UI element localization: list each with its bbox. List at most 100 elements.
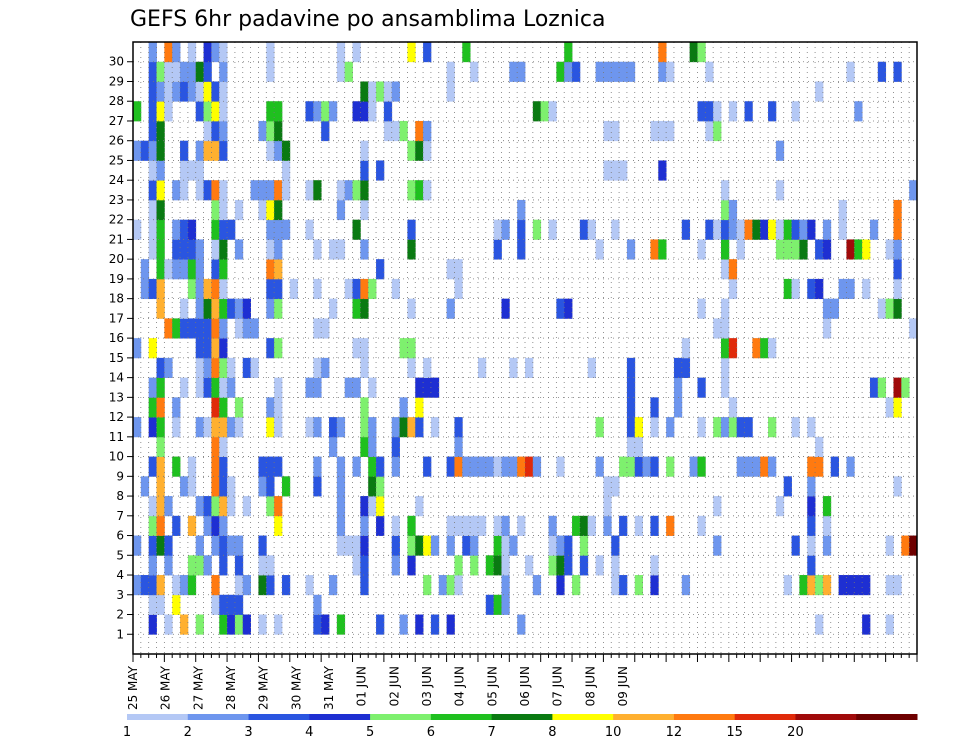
heatmap-cell	[211, 318, 220, 339]
heatmap-cell	[721, 180, 730, 201]
heatmap-cell	[893, 259, 902, 280]
heatmap-cell	[572, 575, 581, 596]
heatmap-cell	[775, 496, 785, 517]
heatmap-cell	[274, 417, 283, 438]
heatmap-cell	[791, 278, 800, 300]
heatmap-cell	[493, 555, 502, 576]
heatmap-cell	[728, 101, 738, 122]
heatmap-cell	[313, 417, 322, 438]
heatmap-cell	[360, 298, 369, 319]
heatmap-cell	[203, 140, 212, 161]
heatmap-cell	[360, 555, 369, 576]
heatmap-cell	[219, 496, 228, 517]
heatmap-cell	[156, 180, 165, 201]
heatmap-cell	[266, 496, 275, 517]
heatmap-cell	[187, 456, 197, 477]
heatmap-cell	[180, 614, 189, 635]
heatmap-cell	[360, 199, 369, 221]
heatmap-cell	[203, 338, 212, 359]
heatmap-cell	[689, 456, 698, 477]
heatmap-cell	[893, 476, 902, 497]
heatmap-cell	[211, 42, 220, 63]
heatmap-cell	[148, 101, 157, 122]
heatmap-cell	[211, 278, 220, 300]
heatmap-cell	[611, 555, 620, 576]
heatmap-cell	[603, 476, 612, 497]
heatmap-cell	[187, 476, 197, 497]
heatmap-cell	[493, 515, 502, 536]
colorbar-label: 6	[427, 725, 435, 740]
heatmap-cell	[133, 535, 142, 556]
heatmap-cell	[140, 575, 150, 596]
heatmap-cell	[658, 239, 667, 260]
heatmap-cell	[156, 278, 165, 300]
heatmap-cell	[681, 338, 691, 359]
heatmap-cell	[893, 199, 902, 221]
heatmap-cell	[493, 535, 502, 556]
heatmap-cell	[156, 81, 165, 102]
heatmap-cell	[219, 140, 228, 161]
heatmap-cell	[838, 575, 847, 596]
heatmap-cell	[313, 239, 322, 260]
heatmap-cell	[266, 140, 275, 161]
heatmap-cell	[368, 436, 377, 457]
heatmap-cell	[172, 417, 181, 438]
heatmap-cell	[768, 456, 777, 477]
heatmap-cell	[846, 278, 855, 300]
heatmap-cell	[148, 575, 157, 596]
y-tick-label: 4	[116, 568, 124, 582]
colorbar-swatch	[309, 714, 371, 720]
heatmap-cell	[768, 219, 777, 240]
heatmap-cell	[148, 496, 157, 517]
heatmap-cell	[830, 298, 839, 319]
heatmap-cell	[721, 417, 730, 438]
heatmap-cell	[430, 535, 440, 556]
heatmap-cell	[595, 456, 604, 477]
heatmap-cell	[423, 180, 432, 201]
heatmap-cell	[266, 259, 275, 280]
heatmap-cell	[313, 614, 322, 635]
heatmap-cell	[697, 239, 706, 260]
heatmap-cell	[321, 101, 330, 122]
heatmap-cell	[187, 515, 197, 536]
heatmap-cell	[195, 101, 204, 122]
heatmap-cell	[234, 199, 244, 221]
heatmap-cell	[172, 239, 181, 260]
heatmap-cell	[234, 575, 244, 596]
heatmap-cell	[180, 219, 189, 240]
heatmap-cell	[407, 180, 416, 201]
heatmap-cell	[195, 298, 204, 319]
heatmap-cell	[336, 417, 346, 438]
heatmap-cell	[603, 120, 612, 142]
heatmap-cell	[775, 180, 785, 201]
y-tick-label: 18	[109, 292, 124, 306]
colorbar-swatch	[187, 714, 250, 720]
heatmap-cell	[650, 575, 659, 596]
heatmap-cell	[446, 515, 455, 536]
heatmap-cell	[728, 219, 738, 240]
heatmap-cell	[313, 456, 322, 477]
heatmap-cell	[626, 61, 636, 82]
heatmap-cell	[352, 377, 361, 398]
heatmap-cell	[336, 476, 346, 497]
colorbar-swatch	[491, 714, 553, 720]
heatmap-cell	[140, 140, 150, 161]
y-tick-label: 5	[116, 548, 124, 562]
heatmap-cell	[281, 575, 291, 596]
heatmap-cell	[721, 199, 730, 221]
colorbar-label: 4	[305, 725, 313, 740]
heatmap-cell	[344, 61, 353, 82]
heatmap-cell	[352, 180, 361, 201]
heatmap-cell	[344, 535, 353, 556]
heatmap-cell	[650, 239, 659, 260]
colorbar-label: 15	[726, 725, 743, 740]
heatmap-cell	[219, 298, 228, 319]
y-tick-label: 26	[109, 134, 124, 148]
heatmap-cell	[572, 515, 581, 536]
heatmap-cell	[344, 180, 353, 201]
heatmap-cell	[877, 298, 887, 319]
heatmap-cell	[532, 456, 542, 477]
heatmap-cell	[462, 535, 471, 556]
heatmap-cell	[744, 456, 753, 477]
heatmap-cell	[721, 298, 730, 319]
